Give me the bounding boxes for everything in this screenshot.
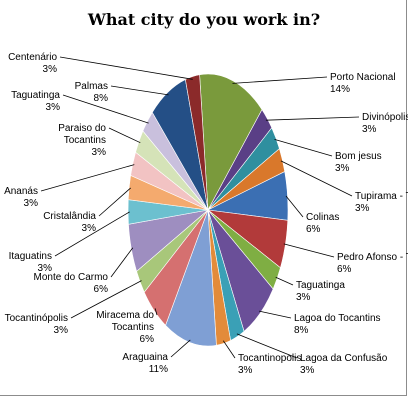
leader-line [275, 276, 294, 286]
pie-slice [199, 73, 263, 212]
leader-line [62, 94, 149, 124]
leader-line [108, 127, 141, 144]
slice-label: Itaguatins 3% [9, 251, 52, 274]
leader-line [236, 333, 298, 359]
slice-label: Tocantinópolis 3% [5, 313, 68, 336]
leader-line [154, 308, 158, 316]
leader-line [265, 116, 360, 121]
leader-line [70, 280, 142, 319]
leader-line [280, 160, 353, 197]
leader-line [110, 247, 134, 278]
leader-line [170, 339, 191, 358]
slice-label: Ananás 3% [4, 186, 38, 209]
pie-slice [165, 209, 217, 347]
slice-label: Lagoa do Tocantins 8% [294, 313, 381, 336]
slice-label: Taguatinga 3% [11, 90, 60, 113]
slice-label: Palmas 8% [75, 81, 108, 104]
slice-label: Pedro Afonso - To6% [337, 252, 408, 275]
leader-line [54, 211, 130, 257]
leader-line [274, 139, 333, 157]
leader-line [285, 195, 304, 218]
leader-line [222, 340, 236, 359]
slice-label: Cristalândia 3% [43, 211, 96, 234]
slice-label: Porto Nacional 14% [330, 72, 396, 95]
slice-label: Lagoa da Confusão 3% [300, 353, 388, 376]
slice-label: Paraiso do Tocantins 3% [58, 123, 106, 158]
slice-label: Monte do Carmo 6% [34, 272, 109, 295]
slice-label: Divinópolis 3% [362, 112, 408, 135]
leader-line [283, 243, 335, 258]
leader-line [232, 76, 328, 84]
slice-label: Tocantinopolis 3% [238, 353, 301, 376]
leader-line [59, 56, 193, 80]
slice-label: Bom jesus 3% [335, 151, 382, 174]
slice-label: Miracema do Tocantins 6% [96, 310, 154, 345]
slice-label: Centenário 3% [8, 52, 57, 75]
leader-line [259, 310, 292, 319]
slice-label: Araguaina 11% [122, 352, 168, 375]
slice-label: Tupirama - TO3% [355, 191, 408, 214]
pie-slice [185, 74, 209, 211]
leader-line [98, 187, 131, 217]
slice-label: Colinas 6% [306, 212, 339, 235]
slice-label: Taguatinga 3% [296, 280, 345, 303]
leader-line [40, 164, 135, 192]
chart-title: What city do you work in? [87, 10, 321, 29]
leader-line [110, 85, 169, 96]
